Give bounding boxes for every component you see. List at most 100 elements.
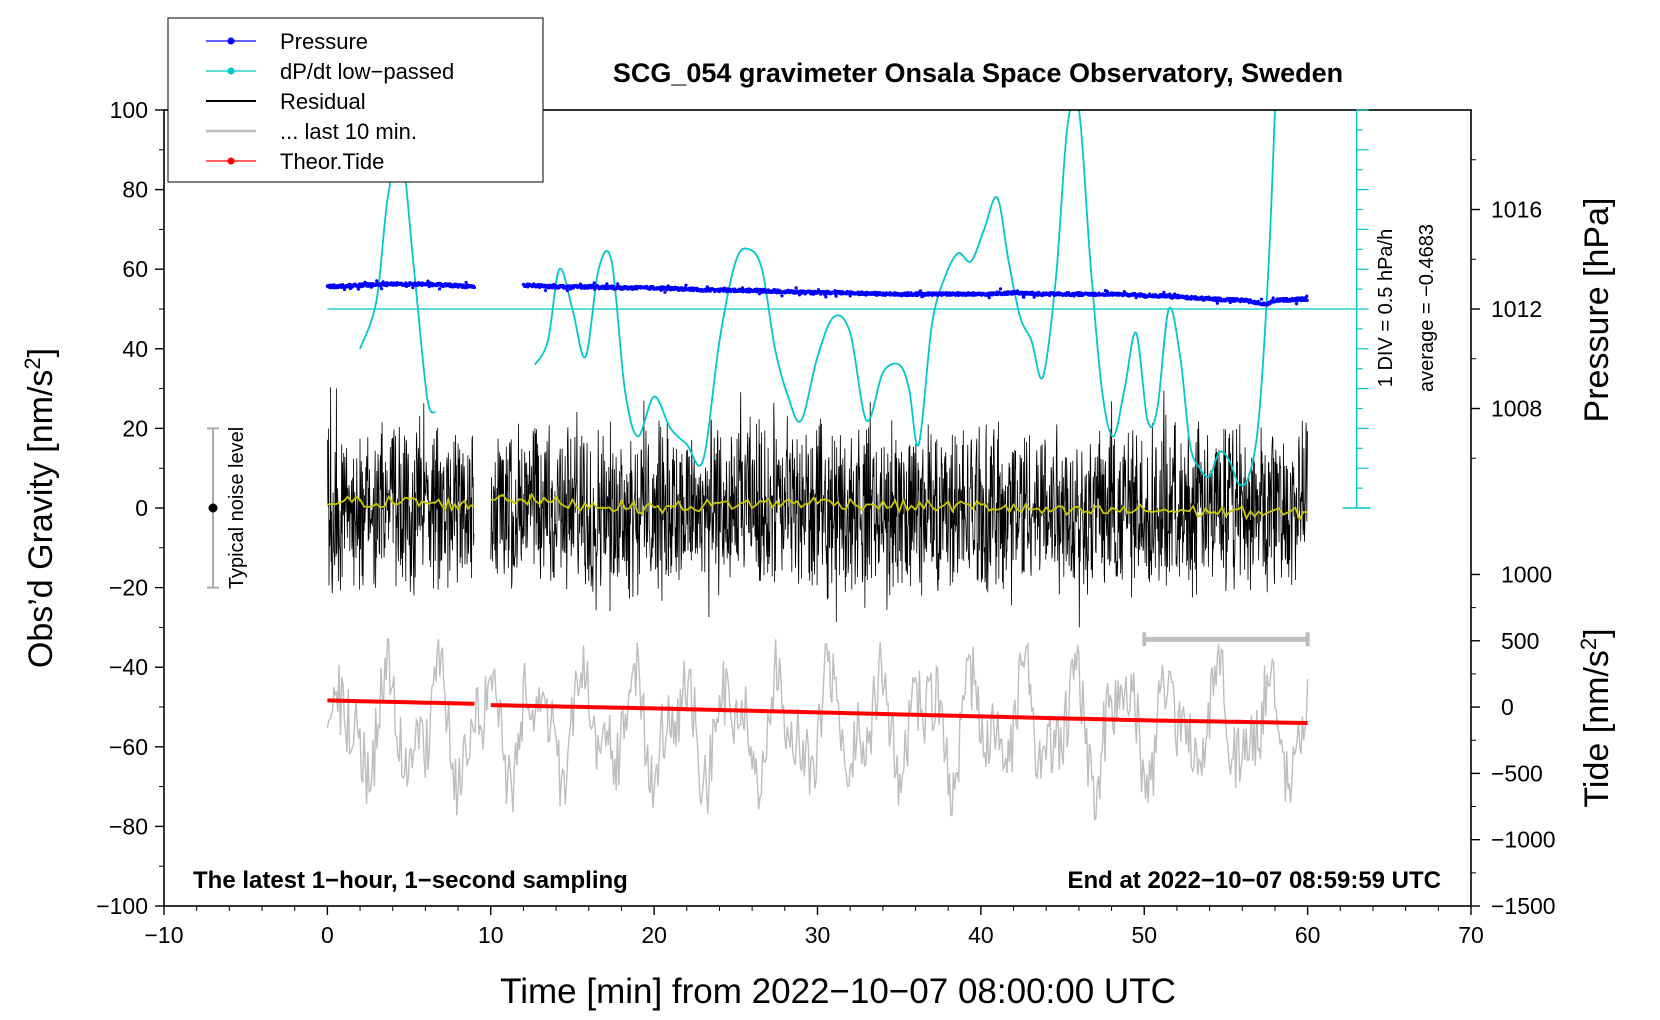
pressure-point xyxy=(1271,296,1275,300)
pressure-point xyxy=(592,281,596,285)
x-tick-label: −10 xyxy=(144,922,183,948)
tide-tick-label: −1000 xyxy=(1491,827,1556,853)
x-tick-label: 60 xyxy=(1295,922,1321,948)
pressure-point xyxy=(824,295,828,299)
x-axis-label: Time [min] from 2022−10−07 08:00:00 UTC xyxy=(500,972,1176,1011)
pressure-point xyxy=(565,288,570,293)
last10-series xyxy=(326,638,1309,822)
x-tick-label: 70 xyxy=(1458,922,1484,948)
legend: Pressure dP/dt low−passed Residual ... l… xyxy=(167,17,544,183)
legend-entry-dpdt: dP/dt low−passed xyxy=(206,59,454,84)
pressure-point xyxy=(1215,301,1219,305)
pressure-point xyxy=(757,292,762,296)
pressure-point xyxy=(1259,297,1263,301)
noise-level-label: Typical noise level xyxy=(226,427,248,589)
pressure-tick-label: 1008 xyxy=(1491,396,1542,422)
pressure-tick-label: 1012 xyxy=(1491,296,1542,322)
pressure-point xyxy=(1022,295,1026,299)
pressure-point xyxy=(472,285,476,290)
pressure-point xyxy=(998,287,1003,291)
dpdt-scale-label: 1 DIV = 0.5 hPa/h xyxy=(1375,229,1397,387)
y-tick-label: −80 xyxy=(109,813,148,839)
dpdt-average-label: average = −0.4683 xyxy=(1416,224,1438,392)
pressure-point xyxy=(380,287,384,291)
pressure-point xyxy=(705,285,710,289)
y-tick-label: −20 xyxy=(109,575,148,601)
pressure-point xyxy=(427,285,431,289)
last10-line xyxy=(326,638,1309,822)
pressure-point xyxy=(342,287,347,292)
residual-mean-line xyxy=(327,492,1308,522)
y-axis-label-left: Obs’d Gravity [nm/s2] xyxy=(20,348,60,668)
x-tick-label: 50 xyxy=(1131,922,1157,948)
tide-series xyxy=(327,698,1308,725)
legend-entry-residual: Residual xyxy=(206,89,366,114)
residual-mean-series xyxy=(327,492,1308,522)
tide-tick-label: −1500 xyxy=(1491,893,1556,919)
sampling-note: The latest 1−hour, 1−second sampling xyxy=(193,867,628,894)
pressure-point xyxy=(987,296,991,300)
pressure-point xyxy=(684,283,688,287)
legend-entry-pressure: Pressure xyxy=(206,29,368,54)
tide-line xyxy=(327,698,1308,725)
pressure-point xyxy=(411,286,415,290)
plot-marks xyxy=(325,110,1357,822)
y-tick-label: 20 xyxy=(122,415,148,441)
y-tick-label: −40 xyxy=(109,654,148,680)
pressure-series xyxy=(325,279,1309,307)
pressure-point xyxy=(740,286,745,290)
pressure-point xyxy=(1305,294,1309,298)
y-tick-label: 0 xyxy=(135,495,148,521)
legend-marker-pressure xyxy=(227,37,235,45)
pressure-point xyxy=(356,287,360,291)
pressure-point xyxy=(1294,302,1299,306)
dpdt-line xyxy=(359,146,436,414)
pressure-point xyxy=(543,288,548,293)
tide-tick-label: 0 xyxy=(1501,694,1514,720)
pressure-point xyxy=(438,287,442,291)
pressure-point xyxy=(616,282,620,286)
end-time-note: End at 2022−10−07 08:59:59 UTC xyxy=(1067,867,1441,894)
pressure-point xyxy=(794,286,798,290)
pressure-point xyxy=(663,290,667,294)
pressure-tick-label: 1016 xyxy=(1491,197,1542,223)
legend-entry-last10: ... last 10 min. xyxy=(206,119,417,144)
y-tick-label: 40 xyxy=(122,336,148,362)
pressure-point xyxy=(848,294,852,298)
legend-marker-tide xyxy=(227,157,235,165)
tide-tick-label: −500 xyxy=(1491,760,1543,786)
residual-line xyxy=(327,387,1308,628)
legend-entry-tide: Theor.Tide xyxy=(206,149,384,174)
residual-series xyxy=(327,387,1308,628)
x-tick-label: 30 xyxy=(805,922,831,948)
x-tick-label: 0 xyxy=(321,922,334,948)
legend-label-pressure: Pressure xyxy=(280,29,368,54)
x-tick-label: 40 xyxy=(968,922,994,948)
legend-marker-dpdt xyxy=(227,67,235,75)
pressure-point xyxy=(375,279,379,283)
y-tick-label: −60 xyxy=(109,734,148,760)
y-axis-label-tide: Tide [nm/s2] xyxy=(1576,628,1616,807)
legend-label-last10: ... last 10 min. xyxy=(280,119,417,144)
dpdt-line xyxy=(534,110,1276,487)
y-axis-label-pressure: Pressure [hPa] xyxy=(1578,198,1616,423)
legend-label-dpdt: dP/dt low−passed xyxy=(280,59,454,84)
pressure-point xyxy=(605,282,609,286)
noise-center-dot xyxy=(208,503,218,513)
pressure-point xyxy=(1305,298,1309,302)
pressure-point xyxy=(780,294,784,298)
pressure-point xyxy=(834,294,838,298)
chart-title: SCG_054 gravimeter Onsala Space Observat… xyxy=(613,58,1343,88)
legend-label-tide: Theor.Tide xyxy=(280,149,384,174)
tide-tick-label: 1000 xyxy=(1501,561,1552,587)
tide-tick-label: 500 xyxy=(1501,628,1539,654)
axes: −10 0 10 20 30 40 50 60 70−100−80−60−40−20020406… xyxy=(96,97,1555,948)
y-tick-label: −100 xyxy=(96,893,148,919)
legend-label-residual: Residual xyxy=(280,89,366,114)
y-tick-label: 80 xyxy=(122,177,148,203)
pressure-point xyxy=(611,284,615,288)
pressure-point xyxy=(464,280,468,285)
y-tick-label: 100 xyxy=(110,97,148,123)
x-tick-label: 20 xyxy=(641,922,667,948)
y-tick-label: 60 xyxy=(122,256,148,282)
